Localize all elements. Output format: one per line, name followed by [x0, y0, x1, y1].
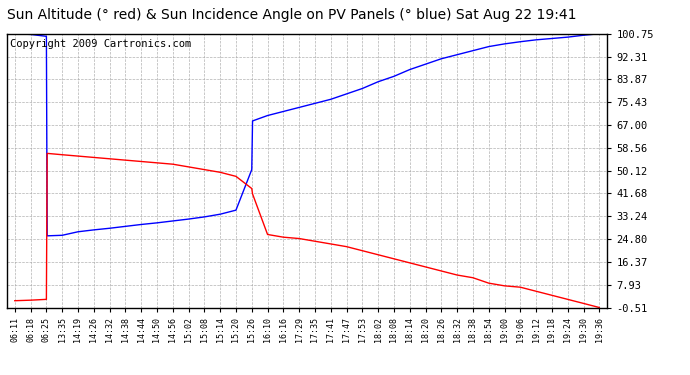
- Text: Sun Altitude (° red) & Sun Incidence Angle on PV Panels (° blue) Sat Aug 22 19:4: Sun Altitude (° red) & Sun Incidence Ang…: [7, 8, 576, 21]
- Text: Copyright 2009 Cartronics.com: Copyright 2009 Cartronics.com: [10, 39, 191, 49]
